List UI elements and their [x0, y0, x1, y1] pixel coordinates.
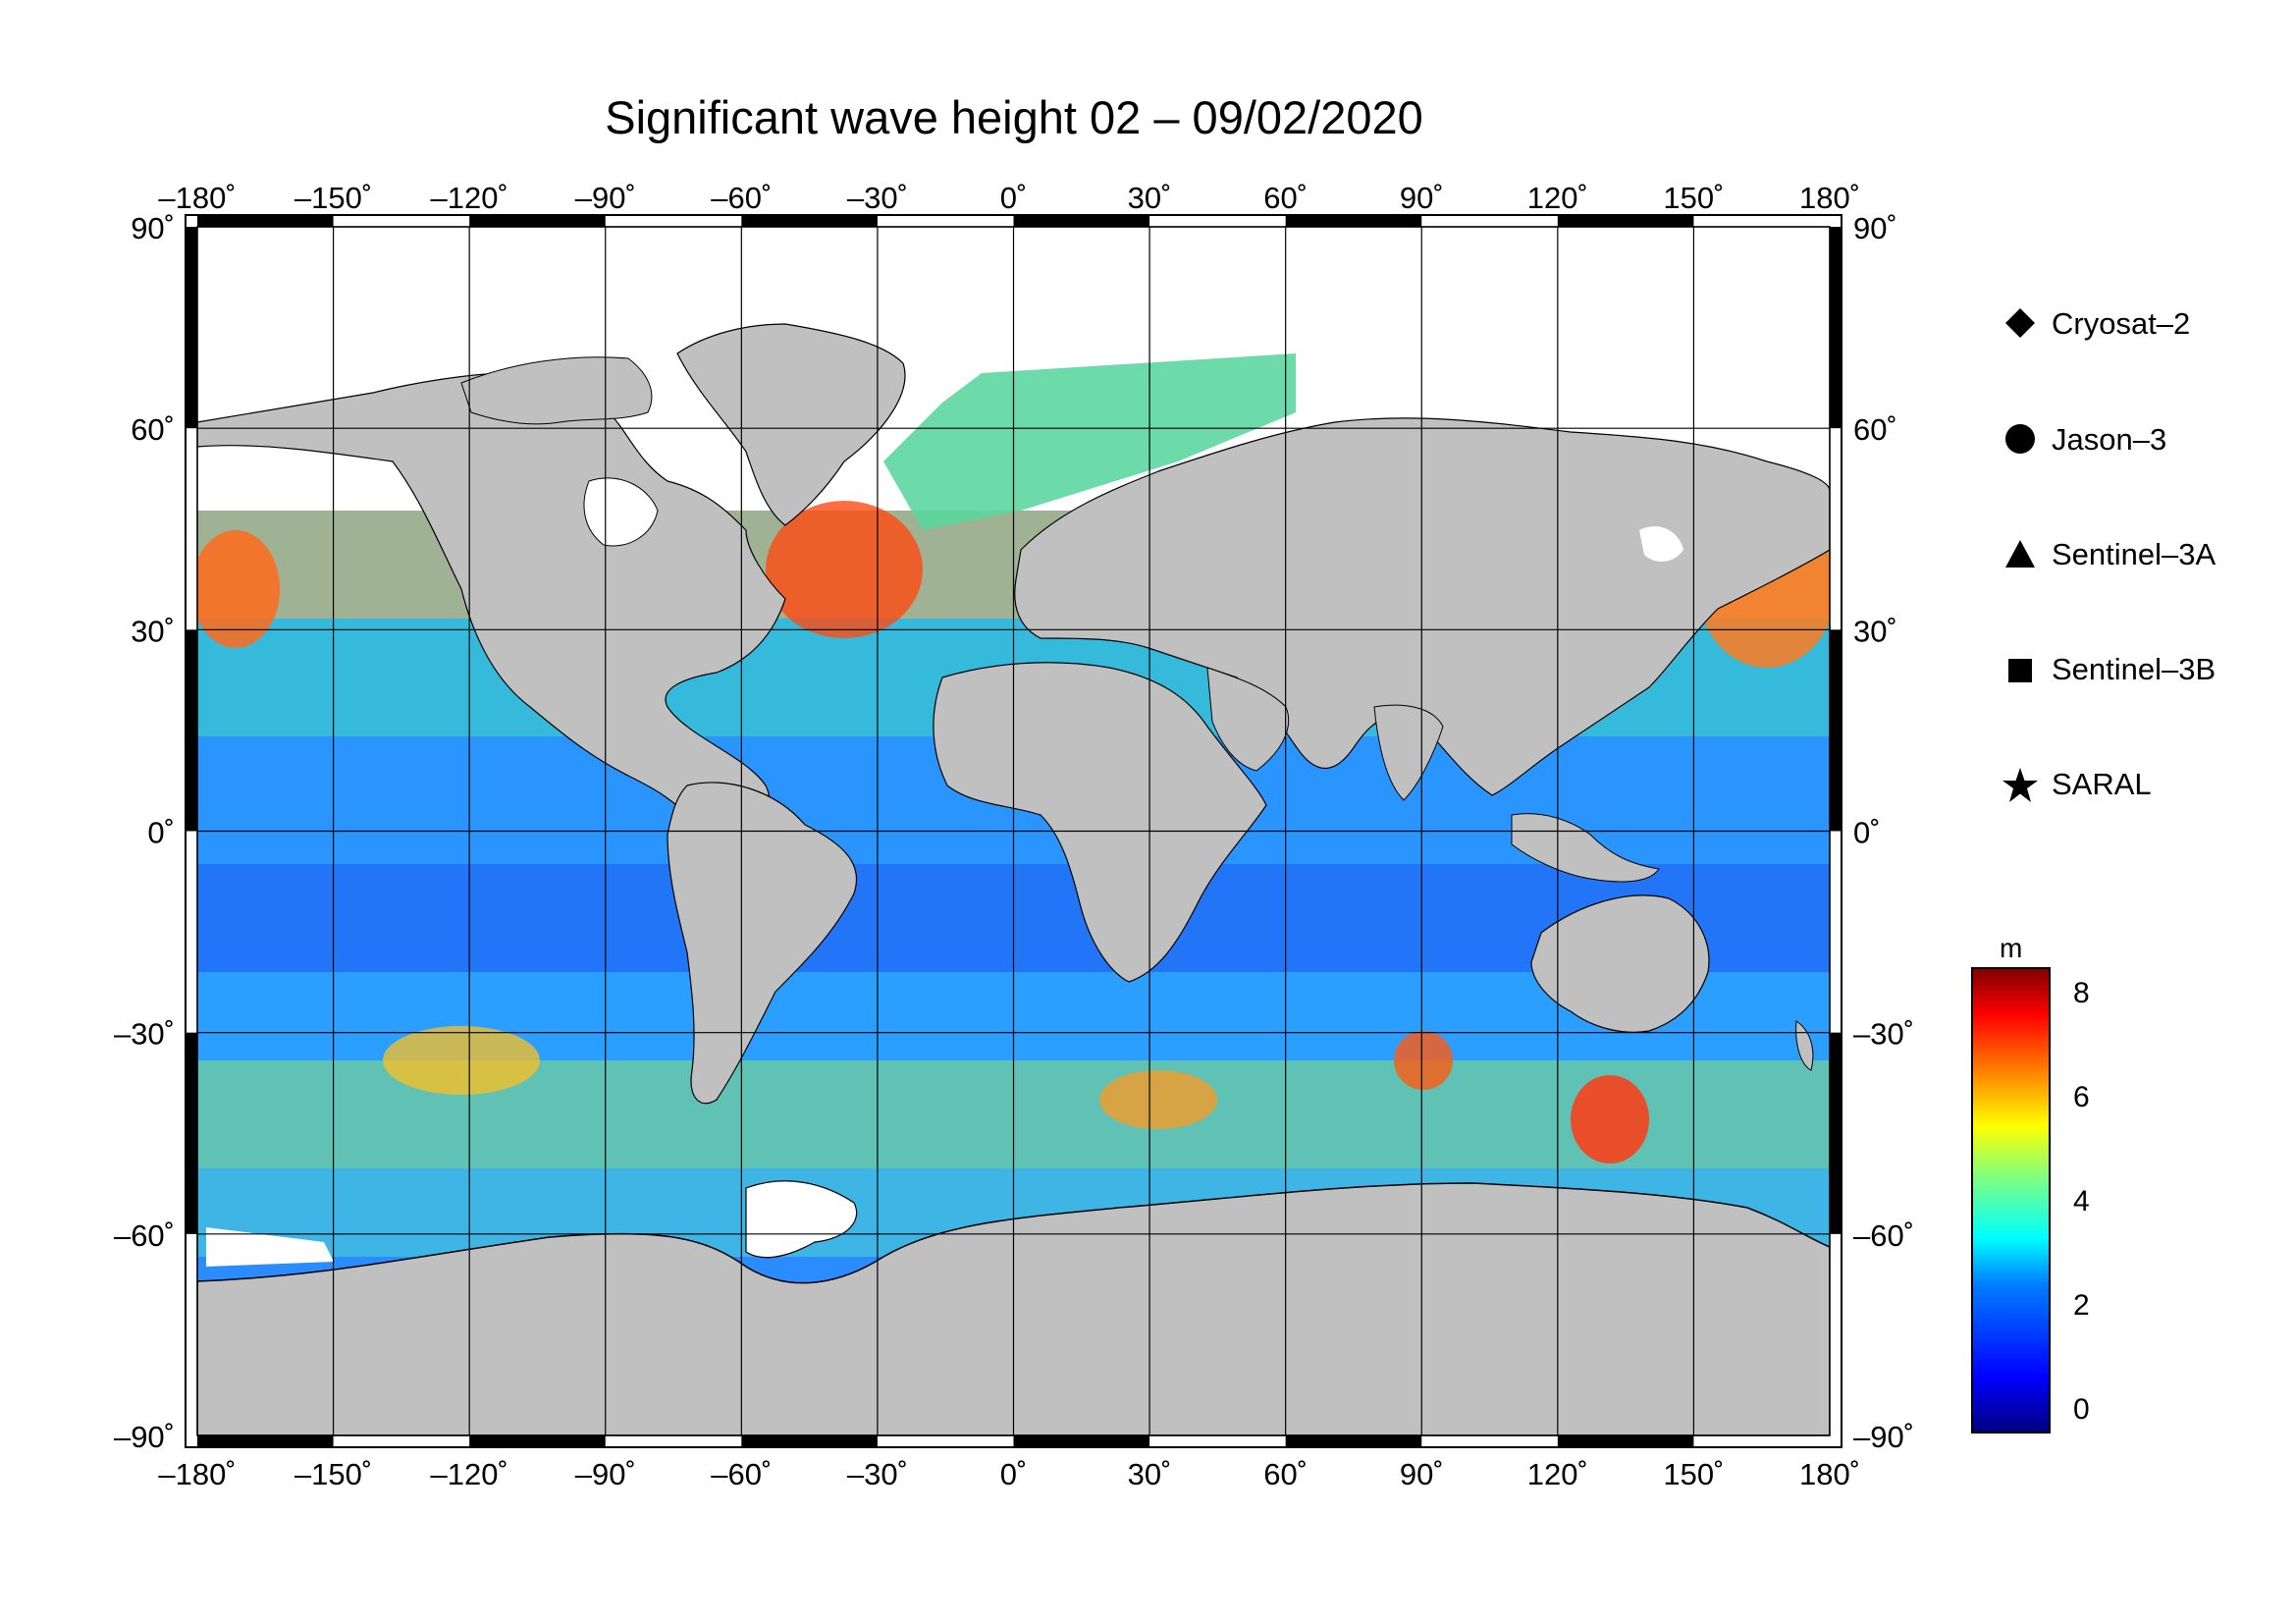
x-tick-label: 30˚: [1128, 1457, 1172, 1491]
x-tick-label: –30˚: [847, 1457, 908, 1491]
y-tick-label: 0˚: [1853, 816, 1881, 850]
x-tick-label: 150˚: [1663, 1457, 1724, 1491]
frame-band: [741, 1435, 878, 1447]
x-tick-label: –90˚: [575, 1457, 636, 1491]
x-tick-label: –150˚: [294, 181, 372, 215]
africa-land: [933, 662, 1267, 983]
x-tick-label: 60˚: [1263, 1457, 1308, 1491]
y-tick-label: 90˚: [1853, 211, 1897, 245]
south-america-land: [667, 782, 858, 1105]
legend-label-cryosat: Cryosat–2: [2052, 306, 2191, 341]
y-tick-label: 30˚: [1853, 614, 1897, 648]
x-tick-label: –120˚: [431, 181, 508, 215]
x-tick-label: 30˚: [1128, 181, 1172, 215]
frame-band: [1557, 215, 1694, 227]
y-tick-label: –60˚: [114, 1218, 175, 1253]
x-tick-label: 60˚: [1263, 181, 1308, 215]
y-tick-label: –90˚: [114, 1420, 175, 1454]
x-tick-label: 120˚: [1527, 1457, 1588, 1491]
x-tick-labels-bottom: –180˚ –150˚ –120˚ –90˚ –60˚ –30˚ 0˚ 30˚ 60˚ 90˚ 12…: [158, 1457, 1860, 1491]
y-tick-label: 60˚: [1853, 412, 1897, 447]
map-title: Significant wave height 02 – 09/02/2020: [605, 91, 1423, 143]
circle-icon: [2005, 424, 2035, 454]
y-tick-label: –30˚: [1853, 1017, 1914, 1052]
frame-band: [1285, 1435, 1422, 1447]
x-tick-label: 0˚: [1000, 1457, 1028, 1491]
x-tick-label: 90˚: [1400, 1457, 1444, 1491]
colorbar-tick-label: 6: [2073, 1081, 2090, 1113]
high-wave-areas: [197, 501, 1830, 1163]
frame-band: [1557, 1435, 1694, 1447]
x-tick-label: –180˚: [158, 181, 236, 215]
hudson-bay-ice: [583, 477, 659, 547]
legend-label-saral: SARAL: [2052, 767, 2152, 801]
y-tick-labels-right: 90˚ 60˚ 30˚ 0˚ –30˚ –60˚ –90˚: [1853, 211, 1914, 1454]
map-frame: [185, 214, 1842, 1448]
frame-band: [469, 215, 606, 227]
triangle-icon: [2005, 540, 2035, 568]
y-tick-labels-left: 90˚ 60˚ 30˚ 0˚ –30˚ –60˚ –90˚: [114, 211, 175, 1454]
map-border: [196, 226, 1831, 1436]
x-tick-label: –60˚: [711, 181, 772, 215]
y-tick-label: 30˚: [131, 614, 175, 648]
x-tick-label: –90˚: [575, 181, 636, 215]
frame-band: [1013, 1435, 1150, 1447]
y-tick-label: –30˚: [114, 1017, 175, 1052]
arabia-land: [1206, 667, 1290, 772]
legend-label-sentinel-3a: Sentinel–3A: [2052, 537, 2216, 571]
y-tick-label: 90˚: [131, 211, 175, 245]
frame-band: [197, 215, 334, 227]
legend-label-sentinel-3b: Sentinel–3B: [2052, 652, 2216, 686]
frame-band: [186, 629, 197, 832]
frame-band: [1830, 1032, 1842, 1234]
x-tick-label: –150˚: [294, 1457, 372, 1491]
frame-band: [197, 1435, 334, 1447]
y-tick-label: 60˚: [131, 412, 175, 447]
frame-band: [1013, 215, 1150, 227]
x-tick-label: –180˚: [158, 1457, 236, 1491]
frame-band: [1285, 215, 1422, 227]
greenland-land: [676, 323, 906, 526]
colorbar-tick-label: 0: [2073, 1393, 2090, 1426]
arctic-ocean-data: [883, 353, 1296, 530]
x-tick-label: 150˚: [1663, 181, 1724, 215]
frame-band: [186, 227, 197, 429]
frame-band: [1830, 629, 1842, 832]
y-tick-label: –60˚: [1853, 1218, 1914, 1253]
colorbar-unit: m: [2000, 933, 2023, 963]
x-tick-label: –120˚: [431, 1457, 508, 1491]
square-icon: [2008, 659, 2032, 682]
okhotsk-sea-ice: [1639, 526, 1683, 562]
colorbar-tick-label: 4: [2073, 1185, 2090, 1217]
frame-band: [741, 215, 878, 227]
eurasia-land: [1014, 417, 1830, 796]
colorbar-tick-label: 2: [2073, 1289, 2090, 1322]
x-tick-label: 120˚: [1527, 181, 1588, 215]
colorbar: [1971, 967, 2051, 1434]
ross-sea-ice: [206, 1227, 334, 1267]
x-tick-labels-top: –180˚ –150˚ –120˚ –90˚ –60˚ –30˚ 0˚ 30˚ 60˚ 90˚ 12…: [158, 181, 1860, 215]
legend-label-jason: Jason–3: [2052, 422, 2167, 457]
y-tick-label: 0˚: [147, 816, 175, 850]
x-tick-label: 180˚: [1799, 181, 1860, 215]
star-icon: [2002, 768, 2038, 802]
y-tick-label: –90˚: [1853, 1420, 1914, 1454]
x-tick-label: 180˚: [1799, 1457, 1860, 1491]
x-tick-label: 90˚: [1400, 181, 1444, 215]
x-tick-label: 0˚: [1000, 181, 1028, 215]
india-land: [1373, 704, 1444, 801]
canadian-arctic-land: [460, 356, 653, 425]
frame-band: [1830, 227, 1842, 429]
weddell-sea-ice: [745, 1180, 858, 1259]
australia-land: [1530, 894, 1710, 1033]
x-tick-label: –60˚: [711, 1457, 772, 1491]
frame-band: [469, 1435, 606, 1447]
colorbar-tick-label: 8: [2073, 977, 2090, 1009]
x-tick-label: –30˚: [847, 181, 908, 215]
frame-band: [186, 1032, 197, 1234]
diamond-icon: [2005, 308, 2035, 338]
